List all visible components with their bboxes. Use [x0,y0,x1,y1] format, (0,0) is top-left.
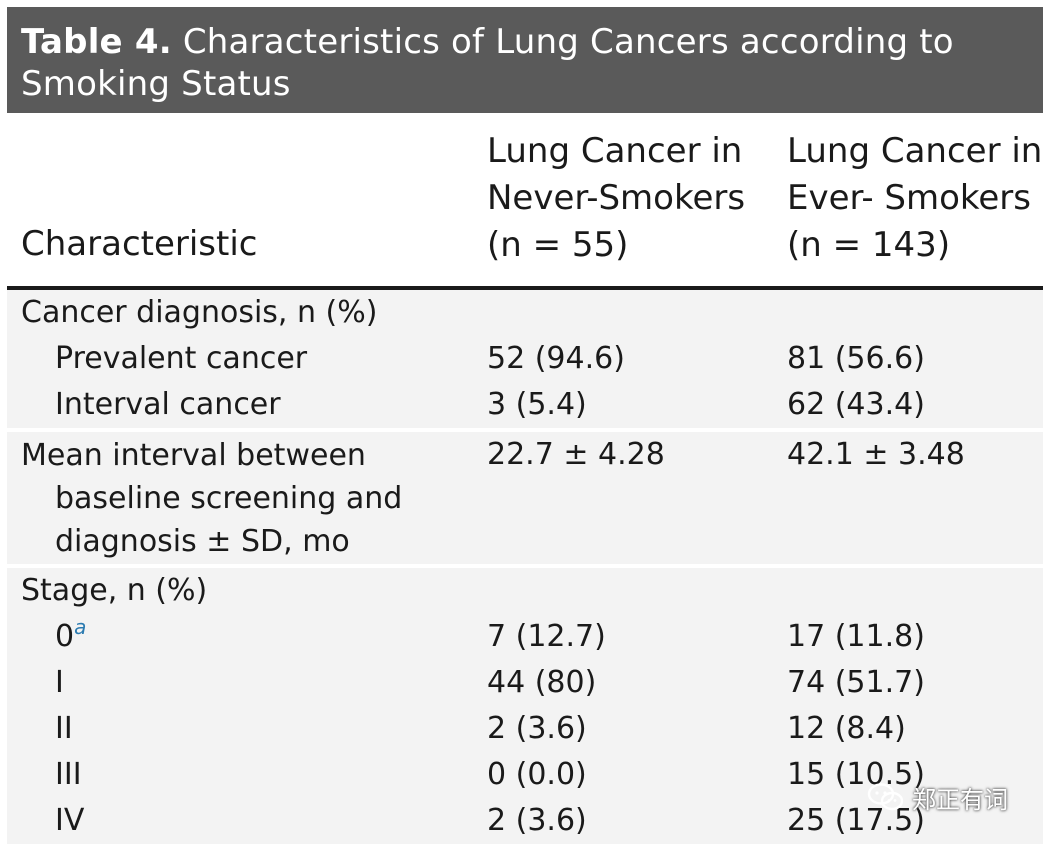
watermark: 郑正有词 [866,782,1008,814]
section-mean-interval: Mean interval between baseline screening… [7,432,1043,564]
ever-value: 74 (51.7) [787,665,925,700]
never-value: 52 (94.6) [487,341,625,376]
header-rule [7,286,1043,290]
table-row: Interval cancer 3 (5.4) 62 (43.4) [7,382,1043,428]
table-header: Characteristic Lung Cancer in Never-Smok… [7,113,1043,287]
section-heading-row: Cancer diagnosis, n (%) [7,290,1043,336]
ever-value: 25 (17.5) [787,803,925,838]
table-row: IV 2 (3.6) 25 (17.5) [7,798,1043,844]
watermark-text: 郑正有词 [912,785,1008,814]
never-value: 22.7 ± 4.28 [487,437,665,472]
never-value: 2 (3.6) [487,711,587,746]
ever-value: 81 (56.6) [787,341,925,376]
row-label: I [55,665,64,700]
header-ever-smokers: Lung Cancer in Ever- Smokers (n = 143) [787,131,1043,265]
ever-value: 15 (10.5) [787,757,925,792]
table-number: Table 4. [21,22,172,62]
table-row: I 44 (80) 74 (51.7) [7,660,1043,706]
ever-value: 62 (43.4) [787,387,925,422]
row-label: II [55,711,73,746]
section-heading-row: Stage, n (%) [7,568,1043,614]
row-label: Mean interval between baseline screening… [21,434,441,563]
table-title: Table 4. Characteristics of Lung Cancers… [7,7,1043,113]
row-label: Interval cancer [55,387,281,422]
table-row: II 2 (3.6) 12 (8.4) [7,706,1043,752]
table-row: Mean interval between baseline screening… [7,432,1043,564]
ever-value: 42.1 ± 3.48 [787,437,965,472]
row-label: IV [55,803,85,838]
row-label-line1: Mean interval between [21,438,366,473]
row-label: 0a [55,614,86,660]
stage-label: 0 [55,619,75,654]
ever-value: 17 (11.8) [787,619,925,654]
row-label-continuation: baseline screening and diagnosis ± SD, m… [55,481,403,559]
wechat-icon [866,782,906,812]
table-row: III 0 (0.0) 15 (10.5) [7,752,1043,798]
section-heading: Stage, n (%) [21,573,208,608]
table-row: 0a 7 (12.7) 17 (11.8) [7,614,1043,660]
header-characteristic: Characteristic [21,224,258,264]
never-value: 0 (0.0) [487,757,587,792]
never-value: 3 (5.4) [487,387,587,422]
table-row: Prevalent cancer 52 (94.6) 81 (56.6) [7,336,1043,382]
section-heading: Cancer diagnosis, n (%) [21,295,378,330]
table-body: Cancer diagnosis, n (%) Prevalent cancer… [7,290,1043,848]
footnote-marker[interactable]: a [74,615,87,639]
row-label: Prevalent cancer [55,341,308,376]
ever-value: 12 (8.4) [787,711,906,746]
section-cancer-diagnosis: Cancer diagnosis, n (%) Prevalent cancer… [7,290,1043,428]
row-label: III [55,757,82,792]
never-value: 7 (12.7) [487,619,606,654]
never-value: 2 (3.6) [487,803,587,838]
table-caption: Characteristics of Lung Cancers accordin… [21,22,954,104]
header-never-smokers: Lung Cancer in Never-Smokers (n = 55) [487,131,746,265]
never-value: 44 (80) [487,665,597,700]
